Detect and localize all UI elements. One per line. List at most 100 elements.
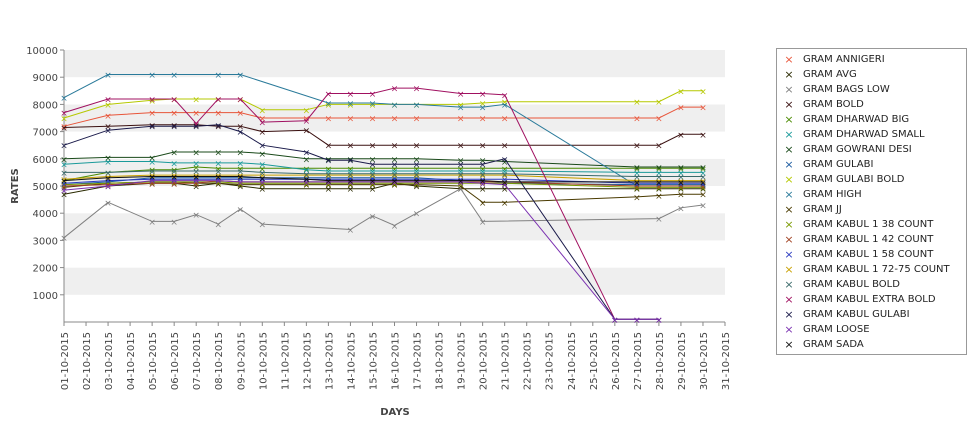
data-point: ×: [457, 185, 465, 195]
data-point: ×: [369, 181, 377, 191]
series-path: [63, 106, 703, 127]
data-point: ×: [325, 165, 333, 175]
data-point: ×: [501, 155, 509, 165]
data-point: ×: [192, 168, 200, 178]
x-tick-label: 18-10-2015: [435, 332, 446, 390]
y-axis-label: RATES: [10, 168, 21, 204]
data-point: ×: [369, 178, 377, 188]
legend-label: GRAM BOLD: [803, 99, 864, 110]
data-point: ×: [677, 180, 685, 190]
data-point: ×: [479, 180, 487, 190]
data-point: ×: [60, 177, 68, 187]
data-point: ×: [479, 168, 487, 178]
data-point: ×: [369, 142, 377, 152]
data-point: ×: [347, 142, 355, 152]
series-line: ×××××××××××××××××××××: [60, 104, 707, 133]
data-point: ×: [413, 155, 421, 165]
data-point: ×: [325, 90, 333, 100]
y-tick-label: 3000: [33, 236, 58, 247]
data-point: ×: [479, 170, 487, 180]
data-point: ×: [214, 71, 222, 81]
data-point: ×: [391, 142, 399, 152]
data-point: ×: [60, 184, 68, 194]
data-point: ×: [655, 115, 663, 125]
data-point: ×: [259, 169, 267, 179]
data-point: ×: [413, 172, 421, 182]
data-point: ×: [413, 170, 421, 180]
data-point: ×: [633, 98, 641, 108]
data-point: ×: [259, 180, 267, 190]
data-point: ×: [347, 115, 355, 125]
data-point: ×: [413, 115, 421, 125]
data-point: ×: [479, 185, 487, 195]
data-point: ×: [236, 149, 244, 159]
data-point: ×: [413, 181, 421, 191]
legend-label: GRAM AVG: [803, 69, 857, 80]
y-tick-label: 4000: [33, 209, 58, 220]
data-point: ×: [236, 206, 244, 216]
legend-marker: ×: [784, 68, 794, 81]
data-point: ×: [214, 178, 222, 188]
data-point: ×: [655, 169, 663, 179]
x-tick-label: 09-10-2015: [236, 332, 247, 390]
data-point: ×: [104, 199, 112, 209]
data-point: ×: [214, 177, 222, 187]
data-point: ×: [347, 180, 355, 190]
data-point: ×: [655, 165, 663, 175]
y-tick-label: 5000: [33, 182, 58, 193]
data-point: ×: [457, 157, 465, 167]
data-point: ×: [259, 119, 267, 129]
data-point: ×: [413, 168, 421, 178]
x-tick-label: 27-10-2015: [633, 332, 644, 390]
data-point: ×: [148, 180, 156, 190]
x-tick-label: 06-10-2015: [170, 332, 181, 390]
data-point: ×: [170, 177, 178, 187]
x-tick-label: 04-10-2015: [126, 332, 137, 390]
data-point: ×: [214, 180, 222, 190]
x-tick-label: 01-10-2015: [60, 332, 71, 390]
data-point: ×: [699, 87, 707, 97]
data-point: ×: [347, 172, 355, 182]
data-point: ×: [236, 178, 244, 188]
data-point: ×: [391, 115, 399, 125]
data-point: ×: [633, 185, 641, 195]
data-point: ×: [60, 124, 68, 134]
legend-item: × GRAM ANNIGERI: [777, 52, 967, 67]
legend-label: GRAM BAGS LOW: [803, 84, 890, 95]
data-point: ×: [148, 123, 156, 133]
legend-item: × GRAM KABUL 1 42 COUNT: [777, 232, 967, 247]
data-point: ×: [192, 211, 200, 221]
legend-marker: ×: [784, 293, 794, 306]
data-point: ×: [699, 163, 707, 173]
data-point: ×: [457, 178, 465, 188]
data-point: ×: [501, 178, 509, 188]
data-point: ×: [148, 154, 156, 164]
data-point: ×: [501, 172, 509, 182]
data-point: ×: [479, 104, 487, 114]
data-point: ×: [170, 95, 178, 105]
data-point: ×: [170, 159, 178, 169]
legend-marker: ×: [784, 323, 794, 336]
data-point: ×: [214, 165, 222, 175]
data-point: ×: [369, 212, 377, 222]
data-point: ×: [655, 192, 663, 202]
data-point: ×: [170, 168, 178, 178]
data-point: ×: [633, 316, 641, 326]
legend-marker: ×: [784, 143, 794, 156]
legend-item: × GRAM LOOSE: [777, 322, 967, 337]
data-point: ×: [303, 176, 311, 186]
data-point: ×: [325, 185, 333, 195]
x-tick-label: 19-10-2015: [457, 332, 468, 390]
legend-item: × GRAM BOLD: [777, 97, 967, 112]
y-tick-label: 7000: [33, 128, 58, 139]
data-point: ×: [501, 91, 509, 101]
legend-marker: ×: [784, 338, 794, 351]
data-point: ×: [391, 155, 399, 165]
x-tick-label: 31-10-2015: [721, 332, 732, 390]
data-point: ×: [479, 177, 487, 187]
data-point: ×: [479, 165, 487, 175]
series-line: ×××××××××××××××××××××: [60, 173, 707, 188]
legend-label: GRAM GOWRANI DESI: [803, 144, 912, 155]
data-point: ×: [303, 149, 311, 159]
legend-label: GRAM KABUL 1 72-75 COUNT: [803, 264, 950, 275]
